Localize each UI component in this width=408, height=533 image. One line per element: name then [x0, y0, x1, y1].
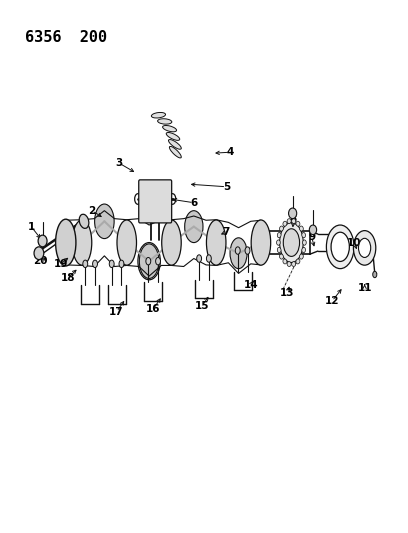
Ellipse shape — [373, 271, 377, 278]
Ellipse shape — [296, 221, 300, 226]
Ellipse shape — [109, 260, 114, 268]
Text: 5: 5 — [223, 182, 230, 192]
Text: 10: 10 — [347, 238, 362, 247]
Text: 12: 12 — [325, 296, 339, 306]
Text: 8: 8 — [290, 214, 297, 224]
Ellipse shape — [169, 140, 181, 149]
Ellipse shape — [277, 232, 281, 238]
Ellipse shape — [292, 262, 296, 266]
Ellipse shape — [119, 260, 124, 268]
Text: 16: 16 — [146, 304, 160, 314]
Ellipse shape — [251, 220, 271, 265]
Ellipse shape — [162, 220, 181, 265]
Text: 18: 18 — [60, 273, 75, 283]
Text: 9: 9 — [308, 232, 315, 243]
Ellipse shape — [197, 255, 202, 262]
Ellipse shape — [283, 229, 299, 256]
Circle shape — [38, 235, 47, 247]
Ellipse shape — [206, 255, 211, 262]
Ellipse shape — [277, 240, 280, 245]
Text: 7: 7 — [223, 227, 230, 237]
Ellipse shape — [169, 147, 181, 158]
Text: 6356  200: 6356 200 — [25, 30, 107, 45]
Text: 3: 3 — [115, 158, 122, 168]
Text: 14: 14 — [244, 280, 258, 290]
Ellipse shape — [296, 259, 300, 264]
Ellipse shape — [185, 211, 203, 243]
Ellipse shape — [79, 214, 89, 229]
Circle shape — [309, 225, 317, 235]
Ellipse shape — [299, 226, 303, 231]
FancyBboxPatch shape — [139, 180, 172, 223]
Circle shape — [288, 208, 297, 219]
Ellipse shape — [283, 221, 287, 226]
Ellipse shape — [287, 219, 291, 223]
Text: 4: 4 — [227, 147, 234, 157]
Ellipse shape — [326, 225, 354, 269]
Text: 13: 13 — [280, 288, 295, 298]
Ellipse shape — [157, 119, 172, 124]
Ellipse shape — [155, 257, 160, 265]
Ellipse shape — [287, 262, 291, 266]
Text: 6: 6 — [190, 198, 197, 208]
Text: 15: 15 — [195, 301, 209, 311]
Ellipse shape — [292, 219, 296, 223]
Ellipse shape — [235, 247, 240, 254]
Ellipse shape — [93, 260, 98, 268]
Ellipse shape — [166, 133, 180, 140]
Text: 20: 20 — [33, 256, 48, 266]
Ellipse shape — [140, 244, 159, 278]
Ellipse shape — [277, 247, 281, 253]
Text: 19: 19 — [54, 259, 68, 269]
Text: 2: 2 — [89, 206, 96, 216]
Ellipse shape — [206, 220, 226, 265]
Ellipse shape — [302, 247, 306, 253]
Ellipse shape — [279, 226, 284, 231]
Ellipse shape — [117, 220, 137, 265]
Ellipse shape — [359, 238, 371, 257]
Ellipse shape — [163, 125, 177, 132]
Text: 1: 1 — [28, 222, 35, 232]
Ellipse shape — [283, 259, 287, 264]
Ellipse shape — [302, 232, 306, 238]
Text: 17: 17 — [109, 306, 124, 317]
Ellipse shape — [72, 220, 92, 265]
Ellipse shape — [299, 254, 303, 259]
Ellipse shape — [95, 204, 114, 239]
Ellipse shape — [151, 112, 166, 118]
Ellipse shape — [331, 232, 349, 262]
Ellipse shape — [279, 223, 303, 263]
Ellipse shape — [55, 219, 76, 266]
Ellipse shape — [83, 260, 88, 268]
Text: 11: 11 — [357, 283, 372, 293]
Ellipse shape — [353, 231, 376, 265]
Ellipse shape — [245, 247, 250, 254]
Circle shape — [34, 247, 44, 260]
Ellipse shape — [279, 254, 284, 259]
Ellipse shape — [230, 238, 247, 269]
Ellipse shape — [146, 257, 151, 265]
Ellipse shape — [303, 240, 306, 245]
